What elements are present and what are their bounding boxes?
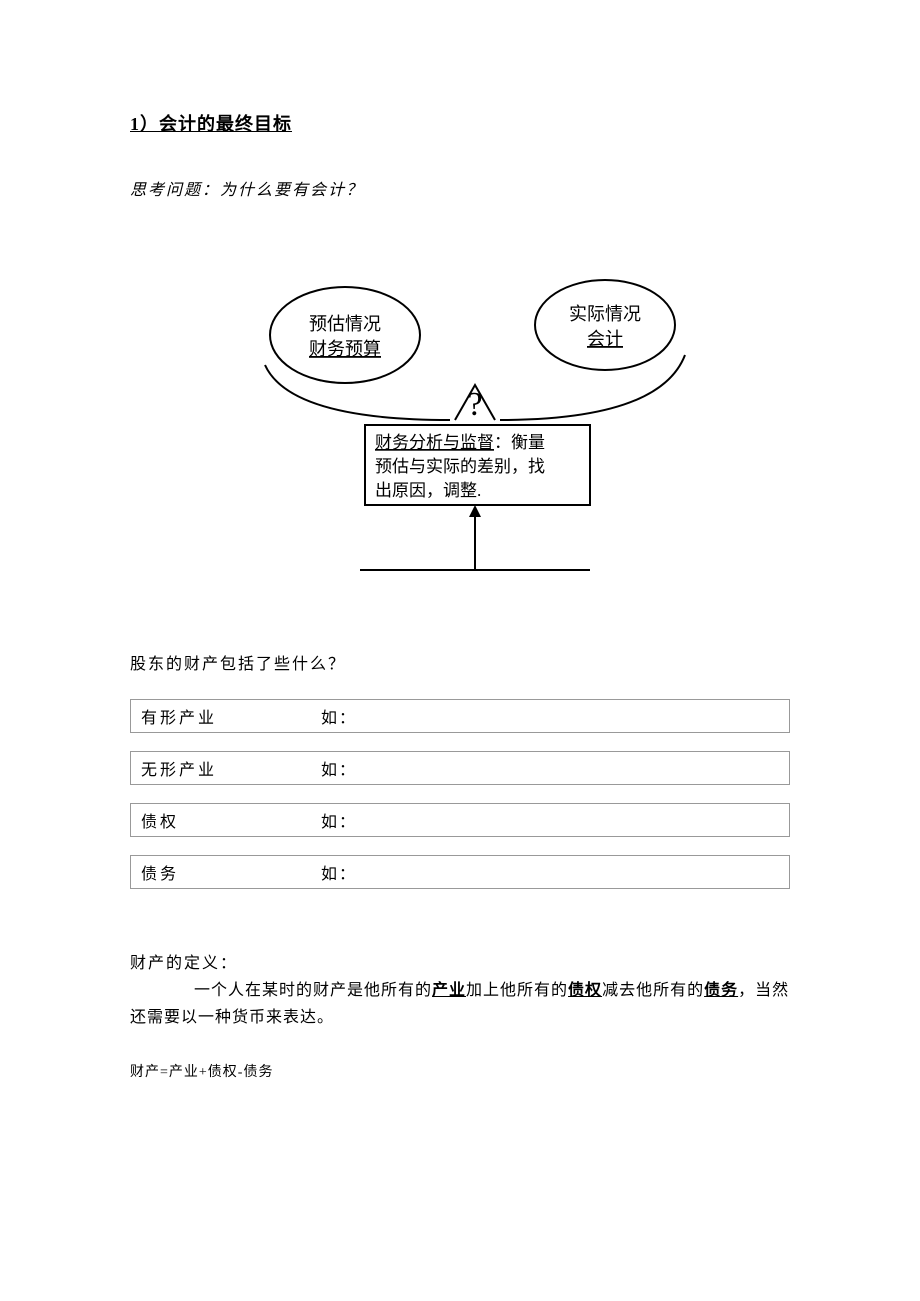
- property-example: 如：: [321, 704, 357, 728]
- left-bubble-line2: 财务预算: [309, 339, 381, 359]
- property-label: 债务: [141, 860, 321, 884]
- property-example: 如：: [321, 860, 357, 884]
- formula: 财产=产业+债权-债务: [130, 1061, 790, 1081]
- property-example: 如：: [321, 808, 357, 832]
- property-label: 有形产业: [141, 704, 321, 728]
- think-question: 思考问题：为什么要有会计？: [130, 176, 790, 200]
- property-label: 无形产业: [141, 756, 321, 780]
- property-table: 有形产业 如： 无形产业 如： 债权 如： 债务 如：: [130, 699, 790, 889]
- table-row: 有形产业 如：: [130, 699, 790, 733]
- table-row: 债务 如：: [130, 855, 790, 889]
- analysis-line2: 预估与实际的差别，找: [375, 457, 545, 476]
- definition-heading: 财产的定义：: [130, 949, 790, 973]
- property-label: 债权: [141, 808, 321, 832]
- right-bubble-line1: 实际情况: [569, 304, 641, 324]
- table-row: 无形产业 如：: [130, 751, 790, 785]
- analysis-line1: 财务分析与监督：衡量: [375, 433, 545, 452]
- section-heading: 1）会计的最终目标: [130, 110, 790, 136]
- property-example: 如：: [321, 756, 357, 780]
- question-mark: ?: [467, 386, 482, 423]
- table-row: 债权 如：: [130, 803, 790, 837]
- left-bubble-line1: 预估情况: [309, 314, 381, 334]
- table-question: 股东的财产包括了些什么？: [130, 650, 790, 674]
- right-bubble-line2: 会计: [587, 329, 623, 349]
- balance-diagram: 预估情况 财务预算 实际情况 会计 ? 财务分析与监督：衡量 预估与实际的差别，…: [210, 270, 710, 590]
- definition-body: 一个人在某时的财产是他所有的产业加上他所有的债权减去他所有的债务，当然还需要以一…: [130, 977, 790, 1031]
- analysis-line3: 出原因，调整.: [375, 481, 481, 500]
